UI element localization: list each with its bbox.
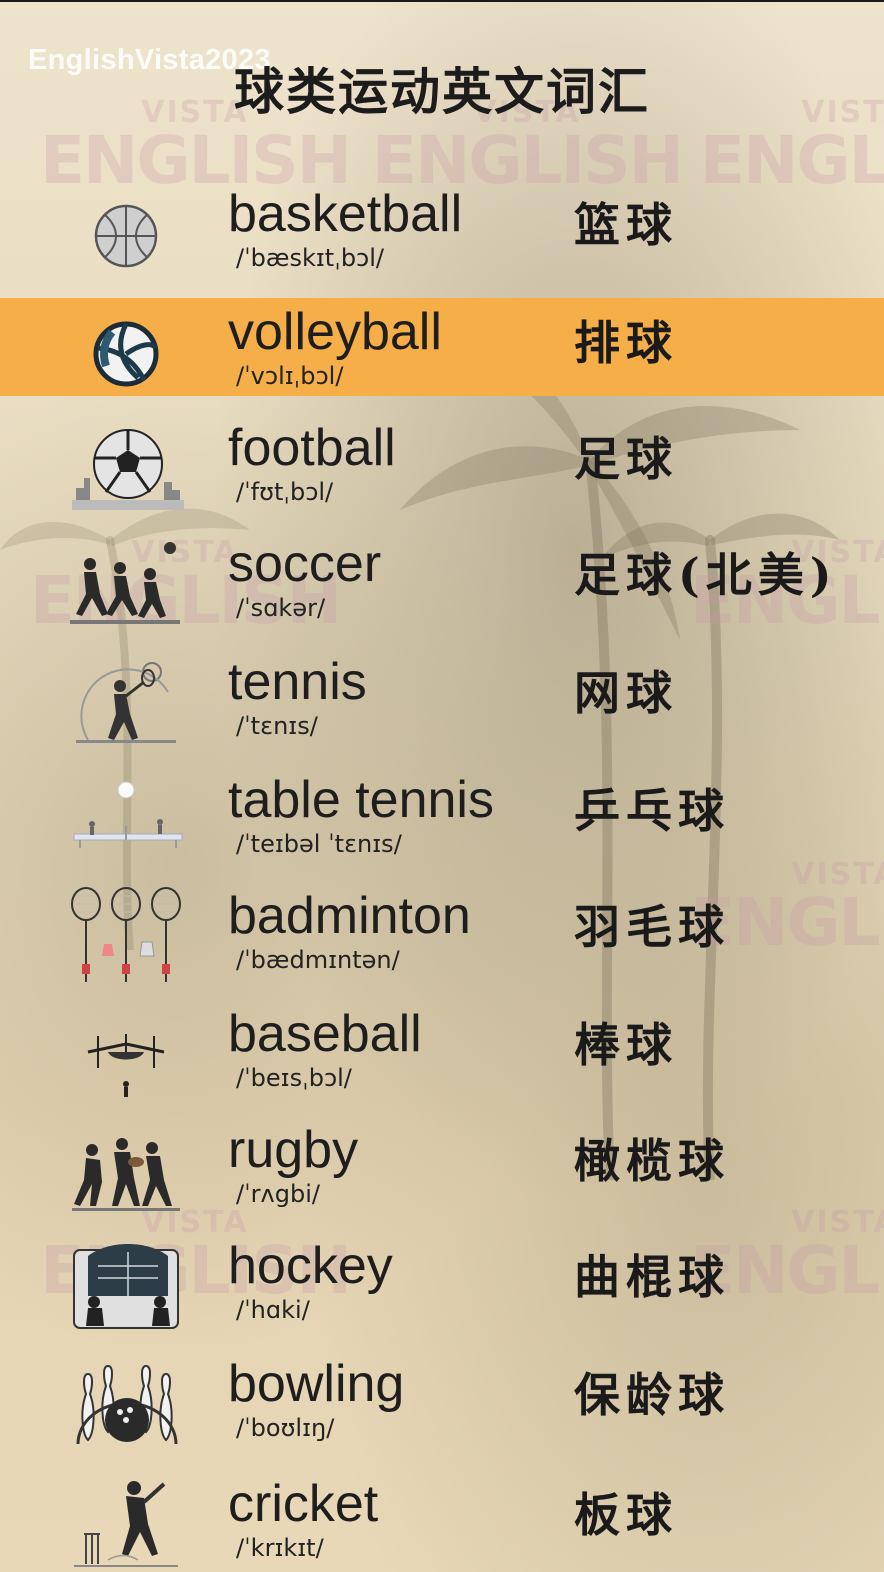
vocab-row-soccer: soccer /ˈsɑkər/ 足球(北美) — [0, 530, 884, 646]
vocab-row-volleyball: volleyball /ˈvɔlɪˌbɔl/ 排球 — [0, 298, 884, 396]
vocab-ipa: /ˈkrɪkɪt/ — [236, 1534, 324, 1562]
vocab-chinese: 曲棍球 — [574, 1250, 730, 1304]
vocab-chinese: 足球(北美) — [574, 548, 838, 602]
vocab-chinese: 橄榄球 — [574, 1134, 730, 1188]
vocab-ipa: /ˈvɔlɪˌbɔl/ — [236, 362, 344, 390]
vocab-row-bowling: bowling /ˈboʊlɪŋ/ 保龄球 — [0, 1350, 884, 1466]
soccer-players-icon — [68, 534, 188, 634]
vocab-row-baseball: baseball /ˈbeɪsˌbɔl/ 棒球 — [0, 1000, 884, 1116]
vocab-chinese: 棒球 — [574, 1018, 678, 1072]
vocab-chinese: 羽毛球 — [574, 900, 730, 954]
basketball-icon — [68, 184, 188, 284]
vocab-word: soccer — [228, 535, 382, 593]
page-title: 球类运动英文词汇 — [234, 63, 650, 121]
vocab-word: bowling — [228, 1355, 405, 1413]
cricket-player-icon — [68, 1474, 188, 1572]
vocab-chinese: 板球 — [574, 1488, 678, 1542]
vocab-chinese: 篮球 — [574, 198, 678, 252]
vocab-ipa: /ˈteɪbəl ˈtɛnɪs/ — [236, 830, 402, 858]
vocab-row-rugby: rugby /ˈrʌgbi/ 橄榄球 — [0, 1116, 884, 1232]
vocab-word: rugby — [228, 1121, 359, 1179]
vocab-ipa: /ˈsɑkər/ — [236, 594, 326, 622]
vocab-chinese: 足球 — [574, 432, 678, 486]
vocab-row-tennis: tennis /ˈtɛnɪs/ 网球 — [0, 648, 884, 764]
vocab-row-table-tennis: table tennis /ˈteɪbəl ˈtɛnɪs/ 乒乓球 — [0, 766, 884, 882]
hockey-rink-icon — [68, 1236, 188, 1336]
vocab-ipa: /ˈboʊlɪŋ/ — [236, 1414, 335, 1442]
tennis-player-icon — [68, 652, 188, 752]
vocab-word: tennis — [228, 653, 367, 711]
vocab-word: cricket — [228, 1475, 379, 1533]
vocab-chinese: 乒乓球 — [574, 784, 730, 838]
vocab-chinese: 排球 — [574, 316, 678, 370]
vocab-word: badminton — [228, 887, 471, 945]
vocab-word: volleyball — [228, 303, 442, 361]
vocab-row-hockey: hockey /ˈhɑki/ 曲棍球 — [0, 1232, 884, 1348]
rugby-players-icon — [68, 1120, 188, 1220]
vocab-row-basketball: basketball /ˈbæskɪtˌbɔl/ 篮球 — [0, 180, 884, 296]
vocab-ipa: /ˈrʌgbi/ — [236, 1180, 320, 1208]
baseball-field-icon — [68, 1004, 188, 1104]
football-icon — [68, 418, 188, 518]
vocab-ipa: /ˈbeɪsˌbɔl/ — [236, 1064, 352, 1092]
vocab-ipa: /ˈtɛnɪs/ — [236, 712, 318, 740]
channel-tag: EnglishVista2023 — [28, 44, 271, 76]
vocab-word: baseball — [228, 1005, 422, 1063]
vocab-chinese: 网球 — [574, 666, 678, 720]
vocab-word: football — [228, 419, 396, 477]
table-tennis-icon — [68, 770, 188, 870]
vocab-chinese: 保龄球 — [574, 1368, 730, 1422]
vocab-word: hockey — [228, 1237, 393, 1295]
vocab-word: basketball — [228, 185, 463, 243]
badminton-rackets-icon — [68, 886, 188, 986]
top-border — [0, 0, 884, 2]
volleyball-icon — [68, 302, 188, 402]
vocab-ipa: /ˈfʊtˌbɔl/ — [236, 478, 334, 506]
vocab-ipa: /ˈhɑki/ — [236, 1296, 310, 1324]
vocab-row-football: football /ˈfʊtˌbɔl/ 足球 — [0, 414, 884, 530]
bowling-pins-icon — [68, 1354, 188, 1454]
vocab-ipa: /ˈbædmɪntən/ — [236, 946, 400, 974]
vocab-word: table tennis — [228, 771, 494, 829]
vocab-ipa: /ˈbæskɪtˌbɔl/ — [236, 244, 384, 272]
vocab-row-badminton: badminton /ˈbædmɪntən/ 羽毛球 — [0, 882, 884, 998]
vocab-row-cricket: cricket /ˈkrɪkɪt/ 板球 — [0, 1470, 884, 1572]
